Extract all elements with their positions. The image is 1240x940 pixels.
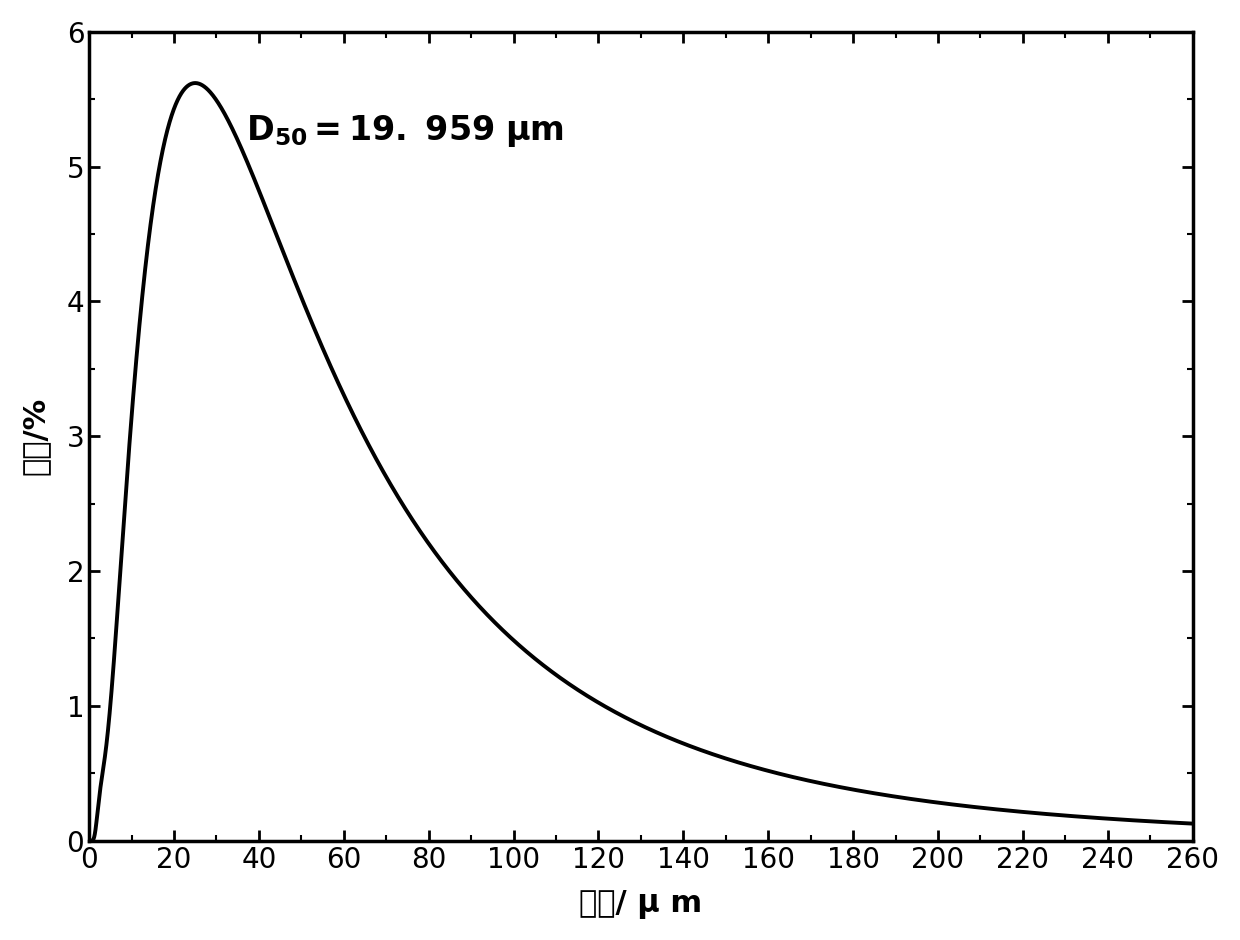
- X-axis label: 粒度/ μ m: 粒度/ μ m: [579, 890, 702, 919]
- Text: $\mathbf{D_{50}}$$\mathbf{=19.\ 959\ \mu m}$: $\mathbf{D_{50}}$$\mathbf{=19.\ 959\ \mu…: [247, 113, 564, 149]
- Y-axis label: 体积/%: 体积/%: [21, 397, 50, 476]
